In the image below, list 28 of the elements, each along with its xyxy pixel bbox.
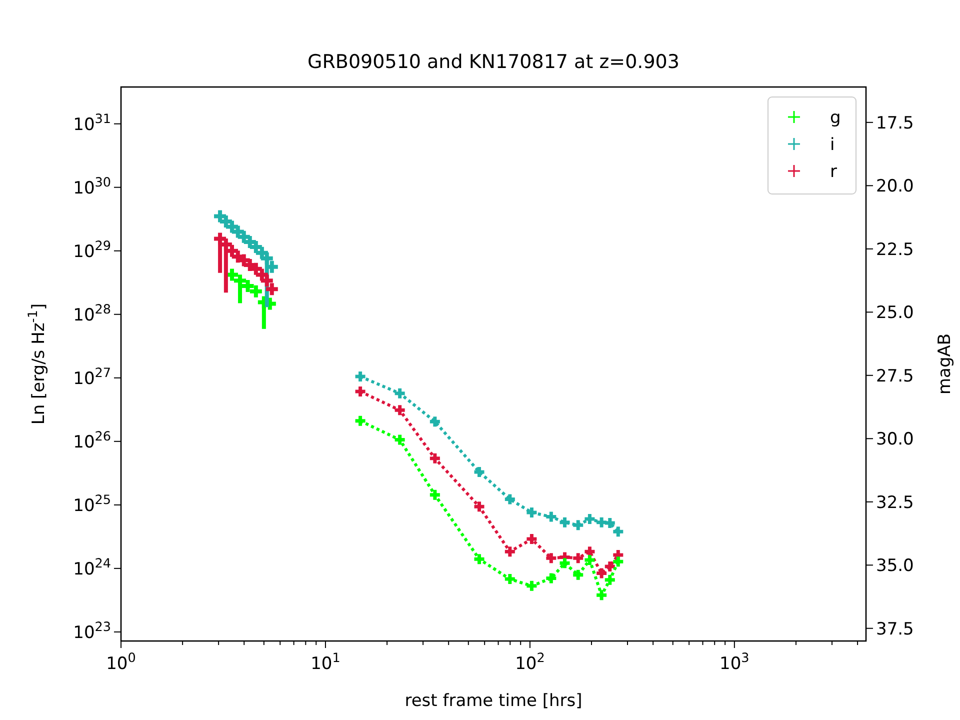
legend-label: g — [830, 108, 841, 128]
y2-tick-label: 30.0 — [876, 430, 914, 450]
y-tick-label: 10$^{30}$ — [73, 174, 111, 198]
y2-axis-title: magAB — [935, 333, 955, 395]
legend-label: r — [830, 162, 837, 182]
x-tick-label: 10$^{2}$ — [515, 650, 545, 674]
x-tick-label: 10$^{0}$ — [106, 650, 136, 674]
y-tick-label: 10$^{25}$ — [73, 492, 111, 516]
y2-tick-label: 32.5 — [876, 492, 914, 513]
y-tick-label: 10$^{31}$ — [73, 111, 111, 135]
y-tick-label: 10$^{26}$ — [73, 428, 111, 452]
x-tick-label: 10$^{1}$ — [310, 650, 340, 674]
y-tick-label: 10$^{29}$ — [73, 238, 111, 262]
x-axis-title: rest frame time [hrs] — [404, 691, 582, 711]
legend-label: i — [830, 135, 835, 155]
y2-tick-label: 22.5 — [876, 240, 914, 260]
y-tick-label: 10$^{27}$ — [73, 365, 111, 389]
y2-tick-label: 35.0 — [876, 556, 914, 576]
y2-tick-label: 27.5 — [876, 366, 914, 386]
y2-tick-label: 17.5 — [876, 113, 914, 134]
y-tick-label: 10$^{28}$ — [73, 302, 111, 326]
y2-tick-label: 20.0 — [876, 176, 914, 197]
x-tick-label: 10$^{3}$ — [720, 650, 750, 674]
y2-tick-label: 25.0 — [876, 303, 914, 324]
chart-title: GRB090510 and KN170817 at z=0.903 — [308, 51, 680, 73]
y2-tick-label: 37.5 — [876, 619, 914, 640]
y-tick-label: 10$^{23}$ — [73, 619, 111, 643]
y-tick-label: 10$^{24}$ — [73, 556, 111, 580]
